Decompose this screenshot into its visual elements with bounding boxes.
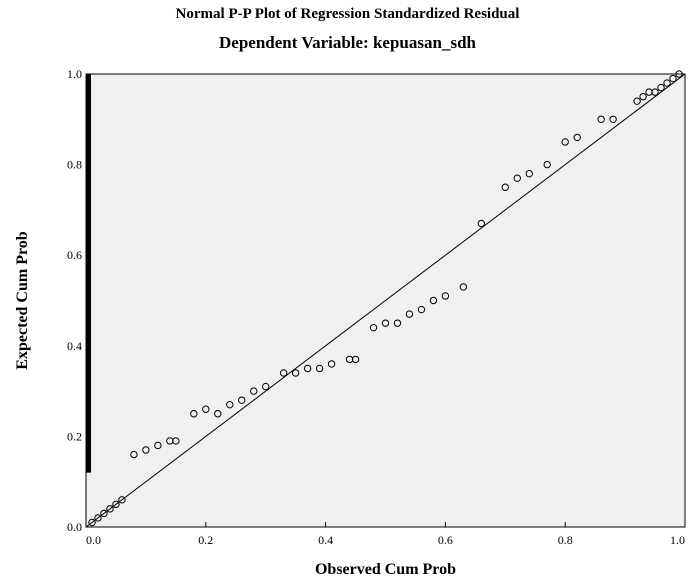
x-tick-label: 0.4 <box>318 533 333 547</box>
data-point <box>250 387 258 395</box>
x-tick-label: 0.8 <box>558 533 573 547</box>
data-point <box>106 505 114 513</box>
data-point <box>441 292 450 300</box>
y-tick-label: 0.8 <box>67 158 82 172</box>
data-point <box>202 405 210 413</box>
data-point <box>303 364 312 373</box>
data-point <box>154 441 162 450</box>
data-point <box>561 138 569 146</box>
y-tick-label: 0.6 <box>67 248 82 262</box>
x-tick-label: 0.6 <box>438 533 453 547</box>
data-point <box>669 74 677 83</box>
data-point <box>417 305 426 314</box>
data-point <box>351 355 360 364</box>
data-point <box>262 382 270 391</box>
y-axis-label: Expected Cum Prob <box>14 231 31 369</box>
chart-title: Normal P-P Plot of Regression Standardiz… <box>175 6 520 22</box>
data-point <box>633 97 641 105</box>
x-tick-label: 0.0 <box>86 533 101 547</box>
x-tick-label: 0.2 <box>198 533 213 547</box>
data-point <box>459 283 468 291</box>
data-point <box>501 183 509 191</box>
x-tick-label: 1.0 <box>670 533 685 547</box>
data-point <box>657 83 665 92</box>
reference-line <box>85 73 686 528</box>
data-point <box>597 115 605 124</box>
data-point <box>100 509 108 518</box>
data-point <box>315 364 324 373</box>
data-point <box>291 369 300 377</box>
data-point <box>675 70 683 78</box>
plot-left-edge <box>86 74 91 473</box>
data-point <box>513 174 521 182</box>
data-point <box>112 500 120 509</box>
data-point <box>238 396 246 404</box>
y-tick-label: 0.0 <box>67 520 82 534</box>
x-axis-label: Observed Cum Prob <box>315 561 456 578</box>
data-point <box>172 437 180 445</box>
data-point <box>369 323 378 332</box>
data-point <box>477 219 486 228</box>
data-point <box>226 400 234 409</box>
data-point <box>405 310 414 318</box>
data-point <box>190 410 198 418</box>
data-point <box>573 133 581 142</box>
data-point <box>525 169 533 178</box>
data-point <box>429 296 438 305</box>
data-point <box>118 496 126 504</box>
axis-ticks: 0.0 0.2 0.4 0.6 0.8 1.0 0.0 0.2 0.4 0.6 0.8 1.0 <box>67 67 686 547</box>
data-point <box>130 450 138 459</box>
data-point <box>381 319 390 327</box>
y-tick-label: 1.0 <box>67 67 82 81</box>
data-point <box>214 410 222 418</box>
data-point <box>142 446 150 454</box>
data-point <box>639 92 647 101</box>
data-point <box>279 369 288 377</box>
data-point <box>327 360 336 368</box>
data-point <box>393 319 402 327</box>
data-points <box>88 70 683 527</box>
data-point <box>651 88 659 96</box>
y-tick-label: 0.4 <box>67 339 82 353</box>
data-point <box>94 514 102 522</box>
chart-subtitle: Dependent Variable: kepuasan_sdh <box>219 33 476 52</box>
data-point <box>663 79 671 87</box>
data-point <box>543 160 551 169</box>
data-point <box>88 518 96 527</box>
data-point <box>609 115 617 124</box>
y-tick-label: 0.2 <box>67 429 82 443</box>
